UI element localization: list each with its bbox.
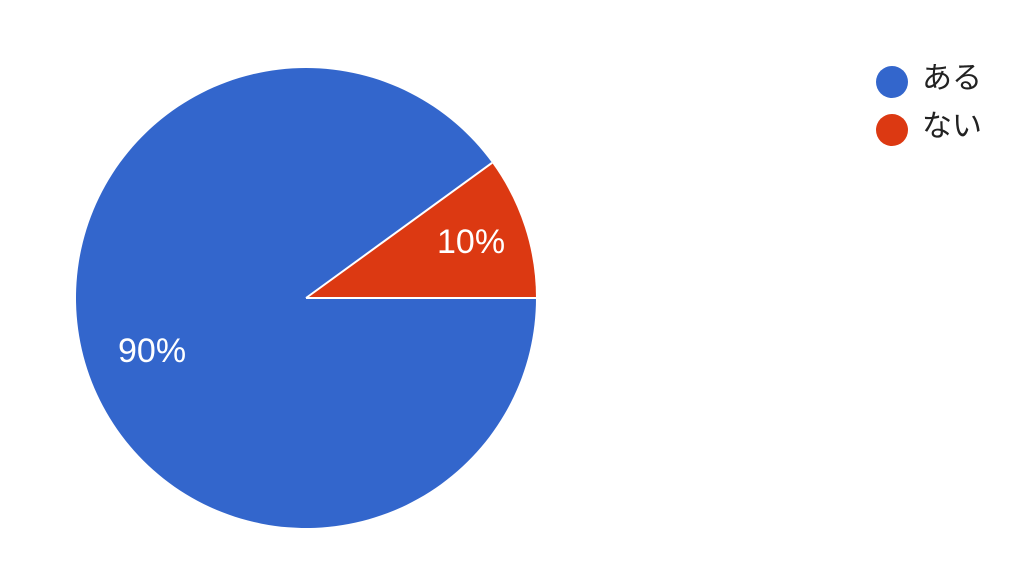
svg-text:10%: 10% — [437, 223, 505, 261]
svg-text:90%: 90% — [118, 332, 186, 370]
